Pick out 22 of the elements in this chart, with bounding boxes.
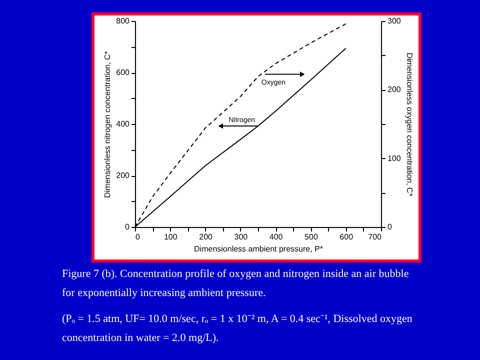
y-tick-label: 600 <box>116 68 130 77</box>
y-tick-label: 0 <box>125 222 130 232</box>
y2-tick-label: 0 <box>388 222 392 232</box>
y2-tick-label: 300 <box>388 16 402 26</box>
text: (Pₒ = 1.5 atm, UF= 10.0 m/sec, rₒ = 1 x 10⁻² m, A = 0.4 sec⁻¹, Dissolved oxygen concentration in water = 2.0 mg/L). <box>62 313 413 344</box>
x-tick-label: 200 <box>199 232 214 242</box>
caption: Figure 7 (b). Concentration profile of oxygen and nitrogen inside an air bubble for exponentially increasing ambient pressure. <box>62 268 409 299</box>
y2-tick-label: 200 <box>388 85 402 94</box>
y-tick-label: 200 <box>116 171 130 180</box>
x-tick-label: 400 <box>269 232 284 242</box>
x-tick-label: 500 <box>304 232 318 242</box>
x-axis-title: Dimensionless ambient pressure, P* <box>194 244 323 254</box>
y2-tick-label: 100 <box>388 154 402 163</box>
x-tick-label: 100 <box>164 232 178 242</box>
x-tick-label: 600 <box>340 232 354 242</box>
y2-axis-title: Dimensionless oxygen concentration, C* <box>404 52 414 196</box>
x-tick-label: 300 <box>234 232 248 242</box>
y-tick-label: 400 <box>116 120 130 128</box>
y-tick-label: 800 <box>116 16 130 26</box>
x-tick-label: 0 <box>136 232 140 242</box>
x-tick-label: 700 <box>368 232 382 242</box>
y-axis-title: Dimensionless nitrogen concentration, C* <box>103 51 112 198</box>
